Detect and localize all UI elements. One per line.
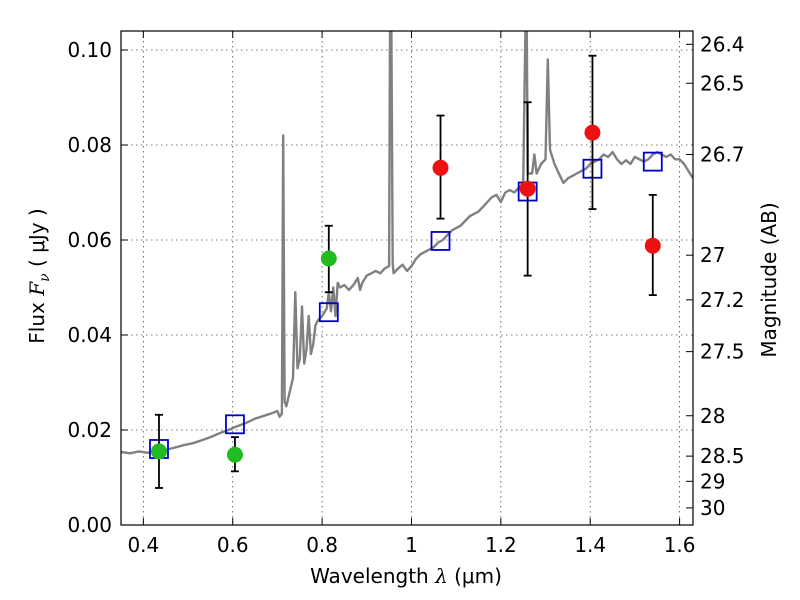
data-point bbox=[432, 159, 449, 176]
x-tick-label: 1.6 bbox=[664, 533, 696, 557]
model-square-marker bbox=[642, 151, 663, 172]
x-tick-label: 0.8 bbox=[306, 533, 338, 557]
right-axis-label: Magnitude (AB) bbox=[757, 202, 781, 357]
y-tick-label: 0.08 bbox=[67, 133, 112, 157]
plot-frame bbox=[120, 30, 694, 526]
right-tick-label: 27.2 bbox=[700, 288, 745, 312]
y-tick-label: 0.10 bbox=[67, 38, 112, 62]
y-tick-label: 0.06 bbox=[67, 228, 112, 252]
plot-area bbox=[121, 31, 693, 489]
y-tick-label: 0.02 bbox=[67, 418, 112, 442]
right-tick-label: 28 bbox=[700, 404, 725, 428]
data-point bbox=[150, 443, 167, 460]
x-tick-label: 0.4 bbox=[127, 533, 159, 557]
x-tick-label: 1 bbox=[405, 533, 418, 557]
x-tick-label: 0.6 bbox=[217, 533, 249, 557]
model-square-marker bbox=[318, 302, 339, 323]
right-tick-label: 26.7 bbox=[700, 143, 745, 167]
y-tick-label: 0.04 bbox=[67, 323, 112, 347]
data-point bbox=[584, 124, 601, 141]
grid bbox=[121, 31, 693, 526]
x-axis-label: Wavelength λ (μm) bbox=[310, 564, 502, 588]
y-axis-label: Flux Fν ( μJy ) bbox=[25, 208, 53, 343]
data-point bbox=[226, 446, 243, 463]
model-square-marker bbox=[225, 414, 245, 435]
spectrum-line bbox=[121, 31, 693, 455]
right-tick-label: 26.5 bbox=[700, 71, 745, 95]
right-tick-label: 27 bbox=[700, 243, 725, 267]
axis-ticks: 0.4 0.6 0.8 1 1.2 1.4 1.6 0.00 0.02 0.04 0.06 0.08 0… bbox=[67, 31, 745, 557]
right-tick-label: 28.5 bbox=[700, 444, 745, 468]
data-point bbox=[320, 250, 337, 267]
x-tick-label: 1.4 bbox=[574, 533, 606, 557]
model-square-marker bbox=[430, 231, 451, 251]
right-tick-label: 26.4 bbox=[700, 32, 745, 56]
data-point bbox=[644, 237, 661, 254]
right-tick-label: 27.5 bbox=[700, 340, 745, 364]
data-point bbox=[519, 180, 536, 197]
right-tick-label: 30 bbox=[700, 496, 725, 520]
right-tick-label: 29 bbox=[700, 469, 725, 493]
y-tick-label: 0.00 bbox=[67, 513, 112, 537]
x-tick-label: 1.2 bbox=[485, 533, 517, 557]
